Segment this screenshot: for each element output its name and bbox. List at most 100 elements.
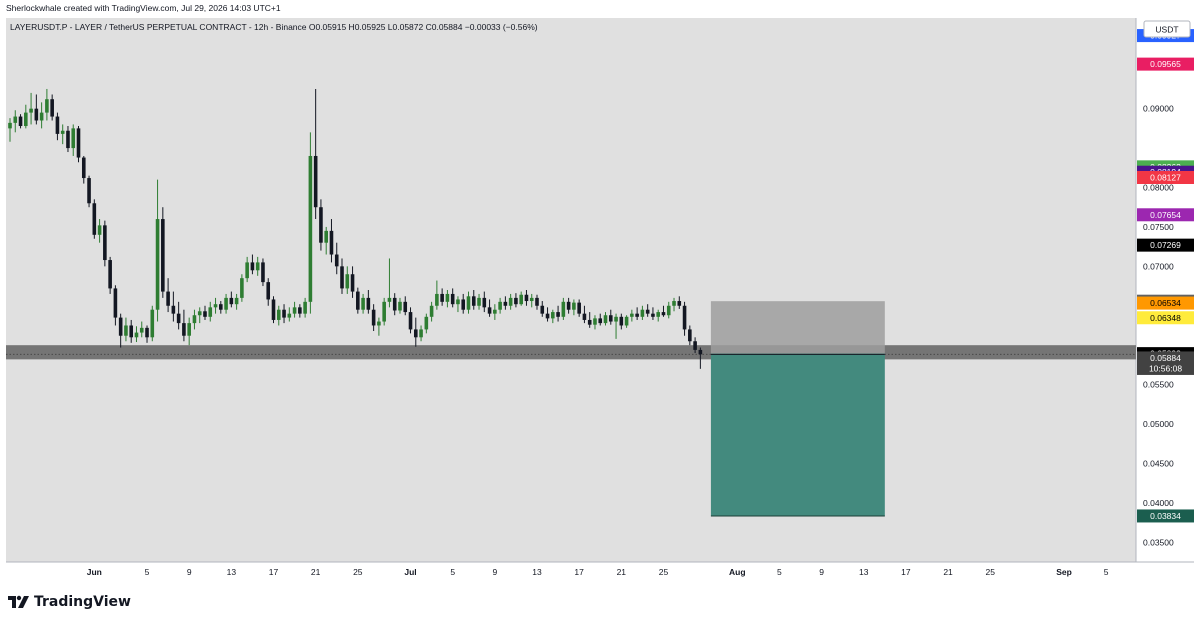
candle-body [219,304,223,310]
price-tag-label: 0.03834 [1150,511,1181,521]
candle-body [366,297,371,310]
candle-body [556,312,560,317]
date-tick-label: 21 [311,567,321,577]
candle-body [13,116,18,123]
candle-body [187,323,191,336]
date-tick-label: 17 [574,567,584,577]
candle-body [408,312,413,330]
tradingview-logo[interactable]: TradingView [8,594,131,610]
price-tick-label: 0.05500 [1143,380,1174,390]
candle-body [287,313,292,318]
price-tick-label: 0.08000 [1143,183,1174,193]
price-tag-bg [1137,351,1194,365]
candle-body [245,262,249,279]
candle-body [688,329,692,342]
price-tick-label: 0.04500 [1143,458,1174,468]
candle-body [329,230,334,255]
candle-body [682,305,687,330]
candle-body [624,316,629,326]
candle-body [577,302,581,314]
candle-body [81,157,86,179]
candle-body [224,297,228,310]
candle-body [129,325,134,338]
candle-body [445,293,450,302]
candle-body [419,329,423,338]
chart-credit: Sherlockwhale created with TradingView.c… [6,3,281,13]
date-tick-label: 9 [819,567,824,577]
candle-body [292,307,297,314]
candle-body [614,316,618,322]
date-tick-label: Sep [1056,567,1072,577]
date-tick-label: 25 [985,567,995,577]
tradingview-logo-text: TradingView [34,594,131,610]
candle-body [176,313,181,324]
price-tick-label: 0.07000 [1143,261,1174,271]
candle-body [540,305,545,314]
price-tag-label: 0.05884 [1150,353,1181,363]
price-axis[interactable] [1136,18,1194,562]
candle-body [387,297,392,302]
candle-body [182,323,186,336]
candle-body [519,294,523,305]
price-tag-bg [1137,57,1194,71]
short-position-tool[interactable] [710,301,885,517]
candles [8,88,703,369]
price-tick-label: 0.04000 [1143,498,1174,508]
candle-body [108,260,112,289]
candle-body [118,317,123,336]
candle-body [587,319,592,325]
candle-body [545,313,550,319]
candle-body [134,332,139,338]
chart-svg[interactable]: LAYERUSDT.P - LAYER / TetherUS PERPETUAL… [6,18,1194,582]
candle-body [440,293,444,302]
candle-body [255,262,260,271]
price-tag-bg [1137,311,1194,325]
date-tick-label: Jul [404,567,416,577]
candle-body [334,254,339,267]
candle-body [276,309,281,320]
candle-body [171,305,176,314]
candle-body [87,178,91,204]
candle-body [282,309,286,318]
plot-area[interactable] [6,18,1136,562]
candle-body [630,313,634,317]
candle-body [208,307,213,317]
candle-body [308,155,313,302]
candle-body [24,112,28,127]
candle-body [103,225,107,261]
candle-body [424,316,429,330]
candle-body [619,316,624,326]
candle-body [8,122,12,129]
date-tick-label: 5 [777,567,782,577]
candle-body [514,297,518,305]
candle-body [97,225,102,235]
price-tag-label: 0.09565 [1150,59,1181,69]
candle-body [677,301,682,306]
candle-body [203,311,207,317]
currency-badge[interactable]: USDT [1143,20,1191,38]
time-axis[interactable] [6,562,1194,582]
price-tick-label: 0.09000 [1143,104,1174,114]
candle-body [666,305,671,316]
date-tick-label: 17 [901,567,911,577]
candle-body [672,301,676,306]
candle-body [234,297,239,305]
candle-body [487,307,492,314]
candle-body [161,219,165,292]
candle-body [145,327,149,338]
candle-body [698,349,703,355]
candle-body [139,327,144,333]
candle-body [398,301,402,311]
date-tick-label: 13 [532,567,542,577]
price-tag-bg [1137,238,1194,252]
candle-body [298,307,302,314]
candle-body [166,291,170,306]
price-tag-label: 0.06348 [1150,313,1181,323]
candle-body [150,309,155,338]
candle-body [608,315,613,322]
candle-body [261,262,265,283]
date-tick-label: 9 [492,567,497,577]
candle-body [340,266,344,289]
candle-body [60,130,65,134]
price-tag-label: 0.07654 [1150,210,1181,220]
